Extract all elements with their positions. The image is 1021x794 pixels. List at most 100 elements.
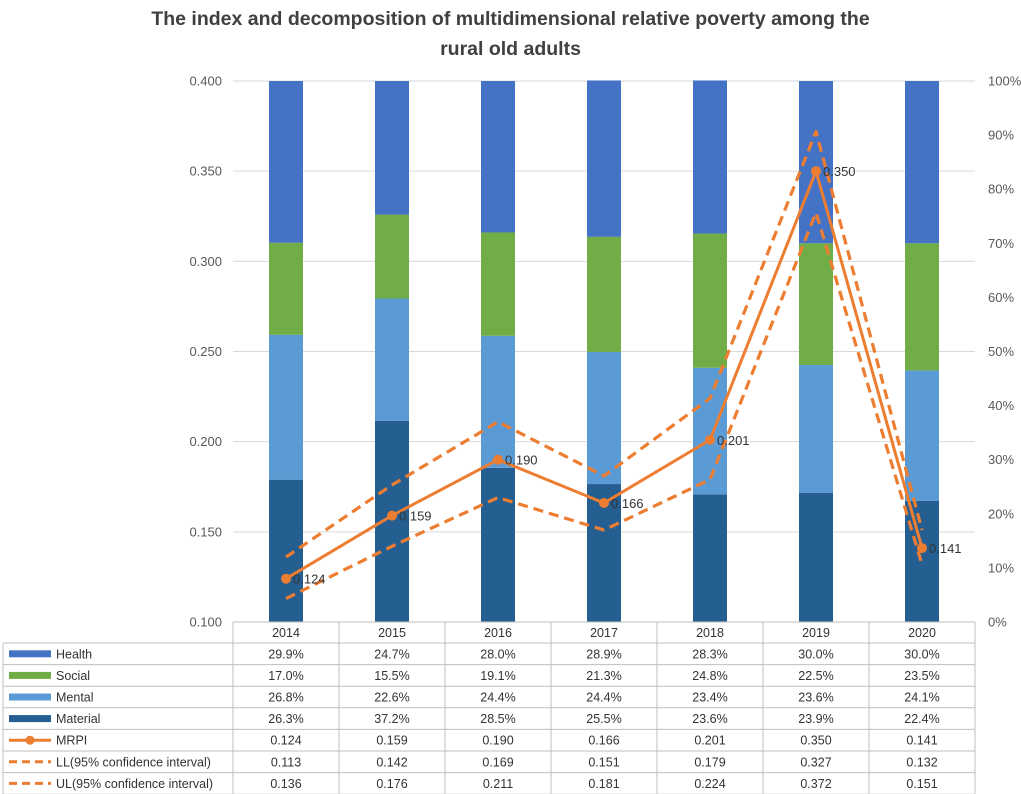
- table-cell: 28.0%: [480, 647, 515, 661]
- table-cell: 22.4%: [904, 712, 939, 726]
- bar-segment-social: [269, 242, 303, 335]
- table-cell: 26.8%: [268, 691, 303, 705]
- table-cell: 0.201: [694, 734, 725, 748]
- legend-key-material: [9, 715, 51, 723]
- mrpi-data-label: 0.166: [611, 496, 644, 511]
- mrpi-point: [917, 543, 927, 554]
- right-axis-tick-label: 90%: [988, 128, 1014, 143]
- bar-segment-mental: [799, 365, 833, 493]
- bar-segment-material: [481, 467, 515, 622]
- bar-segment-health: [375, 81, 409, 215]
- left-axis-tick-label: 0.400: [189, 74, 222, 89]
- bar-segment-health: [269, 81, 303, 243]
- mrpi-data-label: 0.190: [505, 453, 538, 468]
- right-axis-tick-label: 60%: [988, 290, 1014, 305]
- ci-line: [285, 129, 924, 559]
- table-cell: 0.190: [482, 734, 513, 748]
- table-cell: 23.5%: [904, 669, 939, 683]
- right-axis-tick-label: 10%: [988, 560, 1014, 575]
- table-cell: 37.2%: [374, 712, 409, 726]
- mrpi-point: [387, 510, 397, 521]
- table-cell: 23.6%: [798, 691, 833, 705]
- right-axis-tick-label: 70%: [988, 236, 1014, 251]
- bar-segment-mental: [905, 370, 939, 501]
- table-cell: 0.142: [376, 755, 407, 769]
- table-cell: 0.181: [588, 777, 619, 791]
- table-cell: 0.113: [271, 755, 301, 769]
- left-axis-tick-label: 0.150: [189, 524, 222, 539]
- chart-title-line-2: rural old adults: [440, 38, 581, 60]
- table-header-year: 2014: [272, 626, 300, 640]
- table-header-year: 2019: [802, 626, 830, 640]
- legend-key-social: [9, 671, 51, 679]
- table-cell: 0.141: [906, 734, 937, 748]
- table-cell: 0.327: [800, 755, 831, 769]
- table-cell: 0.166: [588, 734, 619, 748]
- bar-segment-mental: [693, 367, 727, 495]
- chart-title: The index and decomposition of multidime…: [0, 4, 1021, 64]
- table-cell: 0.179: [694, 755, 725, 769]
- table-cell: 24.8%: [692, 669, 727, 683]
- mrpi-data-label: 0.124: [293, 572, 326, 587]
- table-cell: 24.1%: [904, 691, 939, 705]
- table-header-year: 2020: [908, 626, 936, 640]
- bar-segment-health: [481, 81, 515, 233]
- table-cell: 15.5%: [374, 669, 409, 683]
- table-cell: 0.350: [800, 734, 831, 748]
- table-cell: 28.9%: [586, 647, 621, 661]
- left-axis-tick-label: 0.350: [189, 164, 222, 179]
- table-cell: 19.1%: [480, 669, 515, 683]
- mrpi-data-label: 0.201: [717, 433, 750, 448]
- table-cell: 28.5%: [480, 712, 515, 726]
- mrpi-point: [493, 454, 503, 465]
- bar-segment-health: [905, 81, 939, 244]
- mrpi-data-label: 0.141: [929, 541, 962, 556]
- left-axis-tick-label: 0.100: [189, 615, 222, 630]
- table-header-year: 2018: [696, 626, 724, 640]
- table-cell: 0.176: [376, 777, 407, 791]
- mrpi-point: [811, 166, 821, 177]
- table-cell: 30.0%: [904, 647, 939, 661]
- table-cell: 0.372: [800, 777, 831, 791]
- table-cell: 30.0%: [798, 647, 833, 661]
- bar-segment-social: [587, 236, 621, 353]
- bar-segment-material: [693, 494, 727, 622]
- table-cell: 23.4%: [692, 691, 727, 705]
- lines: 0.124 0.159 0.190 0.166 0.201 0.350 0.141: [281, 129, 962, 600]
- bar-segment-material: [269, 479, 303, 622]
- table-cell: 0.159: [376, 734, 407, 748]
- left-axis-tick-label: 0.200: [189, 434, 222, 449]
- table-cell: 24.7%: [374, 647, 409, 661]
- right-axis-tick-label: 100%: [988, 74, 1021, 89]
- table-cell: 0.211: [483, 777, 513, 791]
- legend-key-marker: [25, 735, 35, 745]
- bar-segment-mental: [481, 335, 515, 468]
- bar-segment-mental: [587, 352, 621, 485]
- table-cell: 24.4%: [586, 691, 621, 705]
- ci-line: [285, 211, 924, 600]
- bar-segment-mental: [269, 334, 303, 480]
- table-cell: 17.0%: [268, 669, 303, 683]
- mrpi-point: [599, 497, 609, 508]
- table-cell: 0.224: [694, 777, 725, 791]
- table-row-label: LL(95% confidence interval): [56, 755, 211, 769]
- bar-segment-social: [481, 232, 515, 336]
- table-cell: 22.6%: [374, 691, 409, 705]
- legend-key-health: [9, 650, 51, 658]
- bar-segment-social: [905, 243, 939, 371]
- legend-key-mental: [9, 693, 51, 701]
- bar-segment-social: [799, 243, 833, 366]
- bar-segment-social: [693, 233, 727, 368]
- table-cell: 21.3%: [586, 669, 621, 683]
- table-cell: 23.6%: [692, 712, 727, 726]
- table-cell: 28.3%: [692, 647, 727, 661]
- table-row-label: Mental: [56, 691, 94, 705]
- mrpi-point: [705, 434, 715, 445]
- table-row-label: UL(95% confidence interval): [56, 777, 213, 791]
- table-cell: 22.5%: [798, 669, 833, 683]
- left-axis-tick-label: 0.300: [189, 254, 222, 269]
- bar-segment-health: [587, 80, 621, 237]
- mrpi-data-label: 0.159: [399, 509, 432, 524]
- table-cell: 0.124: [270, 734, 301, 748]
